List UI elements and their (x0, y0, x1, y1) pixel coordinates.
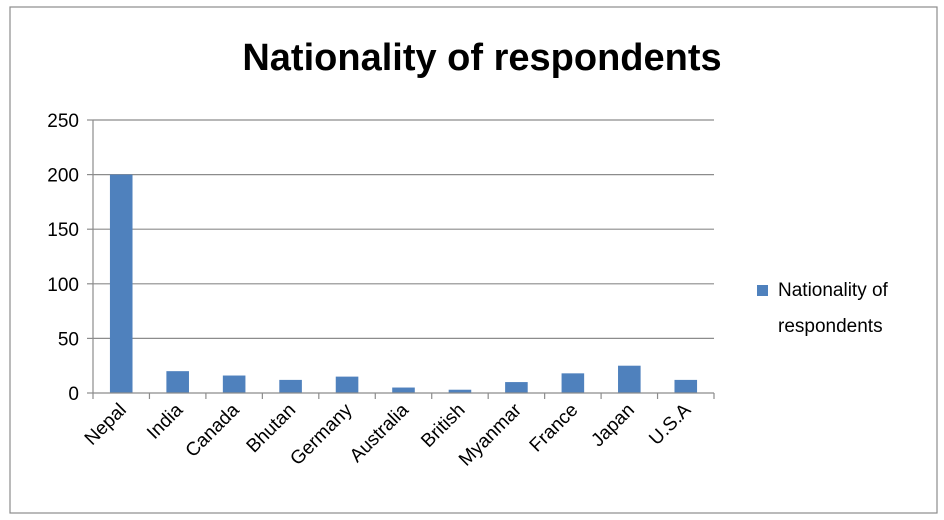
grid-lines (87, 119, 714, 394)
y-tick-label: 100 (47, 275, 79, 296)
bar-nepal (109, 174, 133, 393)
y-tick-labels: 0 50 100 150 200 250 (47, 111, 79, 405)
bar-india (166, 371, 189, 393)
bar-myanmar (505, 382, 528, 393)
y-tick-label: 0 (68, 384, 79, 405)
legend: Nationality of respondents (757, 280, 889, 337)
bar-bhutan (279, 379, 302, 393)
bar-british (448, 389, 472, 393)
axes (92, 120, 715, 399)
y-tick-label: 50 (58, 329, 79, 350)
bar-u-s-a (674, 379, 698, 393)
legend-label-line-2: respondents (778, 316, 883, 337)
bars (109, 174, 698, 393)
chart-border (9, 6, 938, 514)
bar-france (561, 373, 585, 393)
bar-germany (335, 376, 359, 393)
bar-australia (392, 387, 415, 393)
bar-japan (618, 365, 641, 393)
legend-swatch (757, 285, 768, 296)
legend-label-line-1: Nationality of (778, 280, 889, 301)
chart-title: Nationality of respondents (242, 37, 721, 79)
y-tick-label: 200 (47, 166, 79, 187)
y-tick-label: 150 (47, 220, 79, 241)
bar-canada (222, 375, 246, 393)
y-tick-label: 250 (47, 111, 79, 132)
